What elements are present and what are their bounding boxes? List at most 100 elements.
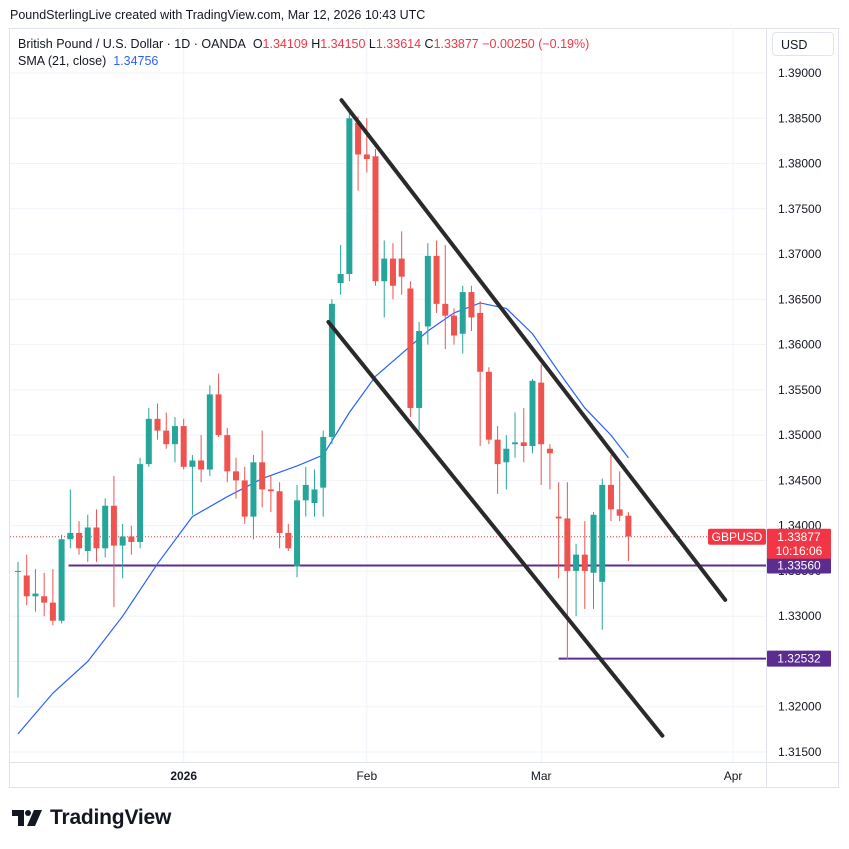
candle-body — [294, 500, 301, 567]
gridlines — [10, 28, 766, 762]
candle-body — [407, 288, 414, 408]
candle-body — [616, 509, 623, 516]
candle-body — [381, 258, 388, 282]
time-axis-tick-label: Feb — [356, 769, 377, 783]
candle-body — [468, 292, 475, 318]
candle-body — [355, 122, 362, 155]
price-axis-tick-label: 1.32000 — [778, 700, 822, 714]
candle-body — [573, 554, 580, 571]
candle-body — [267, 489, 274, 492]
time-axis-tick-label: Mar — [531, 769, 552, 783]
candle-body — [538, 382, 545, 445]
tradingview-logo-icon — [12, 810, 42, 826]
candle-body — [459, 292, 466, 334]
tradingview-logo[interactable]: TradingView — [12, 806, 171, 830]
chart-frame — [9, 28, 839, 788]
price-axis-tick-label: 1.34500 — [778, 473, 822, 487]
candle-body — [503, 448, 510, 463]
candle-body — [41, 596, 48, 603]
sma-row: SMA (21, close) 1.34756 — [18, 53, 589, 70]
candle-body — [555, 516, 562, 519]
candle-body — [171, 426, 178, 445]
candle-body — [442, 303, 449, 316]
candle-body — [494, 439, 501, 465]
close-label: C — [424, 37, 434, 51]
candle-body — [250, 462, 257, 517]
last-price-tag-label: 1.33877 — [777, 530, 821, 544]
candle-body — [302, 484, 309, 501]
candle-body — [93, 527, 100, 549]
price-axis-tick-label: 1.37000 — [778, 247, 822, 261]
candle-body — [233, 471, 239, 481]
candle-body — [346, 118, 353, 274]
candle-body — [416, 331, 423, 408]
currency-button[interactable]: USD — [772, 32, 834, 56]
candle-body — [389, 258, 396, 286]
candle-body — [477, 312, 484, 372]
sma-line — [17, 302, 629, 735]
time-axis-labels: 2026 Feb Mar Apr — [170, 769, 742, 783]
candle-body — [311, 489, 318, 504]
candle-body — [110, 505, 117, 546]
candle-body — [119, 536, 126, 546]
candle-body — [180, 426, 187, 467]
candle-body — [189, 460, 196, 467]
candle-body — [154, 418, 161, 431]
candle-body — [145, 418, 152, 465]
candle-body — [564, 518, 571, 571]
candle-body — [15, 570, 21, 572]
level-price-tag-label: 1.33560 — [777, 559, 821, 573]
candle-body — [433, 255, 440, 304]
price-axis-tick-label: 1.31500 — [778, 745, 822, 759]
channel-trendline — [326, 319, 665, 738]
price-axis-tick-label: 1.35500 — [778, 383, 822, 397]
instrument-name: British Pound / U.S. Dollar · 1D · OANDA — [18, 37, 246, 51]
candle-body — [23, 575, 30, 597]
candle-body — [215, 394, 222, 436]
candle-body — [424, 255, 431, 327]
price-axis-tick-label: 1.38500 — [778, 111, 822, 125]
last-price-tag — [767, 528, 831, 559]
sma-label: SMA (21, close) — [18, 54, 107, 68]
level-price-tag-label: 1.32532 — [777, 652, 821, 666]
candle-body — [581, 554, 588, 571]
plot-area — [10, 111, 766, 735]
candle-body — [607, 484, 614, 510]
candle-body — [372, 156, 379, 282]
candle-body — [529, 380, 536, 446]
level-price-tag — [767, 557, 831, 574]
level-price-tag — [767, 650, 831, 667]
sma-value: 1.34756 — [113, 54, 159, 68]
price-axis-tick-label: 1.38000 — [778, 157, 822, 171]
time-axis-tick-label: 2026 — [170, 769, 197, 783]
high-value: 1.34150 — [320, 37, 366, 51]
candle-body — [84, 527, 91, 552]
open-label: O — [252, 37, 263, 51]
price-axis-tick-label: 1.35000 — [778, 428, 822, 442]
candle-body — [198, 460, 205, 470]
candle-body — [590, 514, 597, 573]
change-value: −0.00250 (−0.19%) — [482, 37, 590, 51]
tradingview-wordmark: TradingView — [50, 806, 172, 829]
candle-body — [285, 532, 292, 549]
candle-body — [546, 448, 553, 454]
candle-body — [67, 532, 74, 540]
time-axis-tick-label: Apr — [724, 769, 743, 783]
symbol-tag-label: GBPUSD — [712, 530, 763, 544]
candle-body — [328, 303, 335, 437]
candle-body — [128, 536, 135, 542]
candles — [15, 111, 632, 698]
candle-body — [451, 315, 457, 336]
channel-trendline — [339, 98, 728, 602]
candle-body — [599, 484, 606, 582]
candle-body — [320, 436, 327, 488]
low-label: L — [368, 37, 376, 51]
candle-body — [58, 539, 65, 621]
symbol-tag — [708, 528, 766, 545]
candle-body — [224, 435, 231, 472]
candle-body — [241, 480, 248, 517]
close-value: 1.33877 — [433, 37, 479, 51]
chart-credit: PoundSterlingLive created with TradingVi… — [10, 8, 426, 22]
candle-body — [337, 273, 344, 284]
